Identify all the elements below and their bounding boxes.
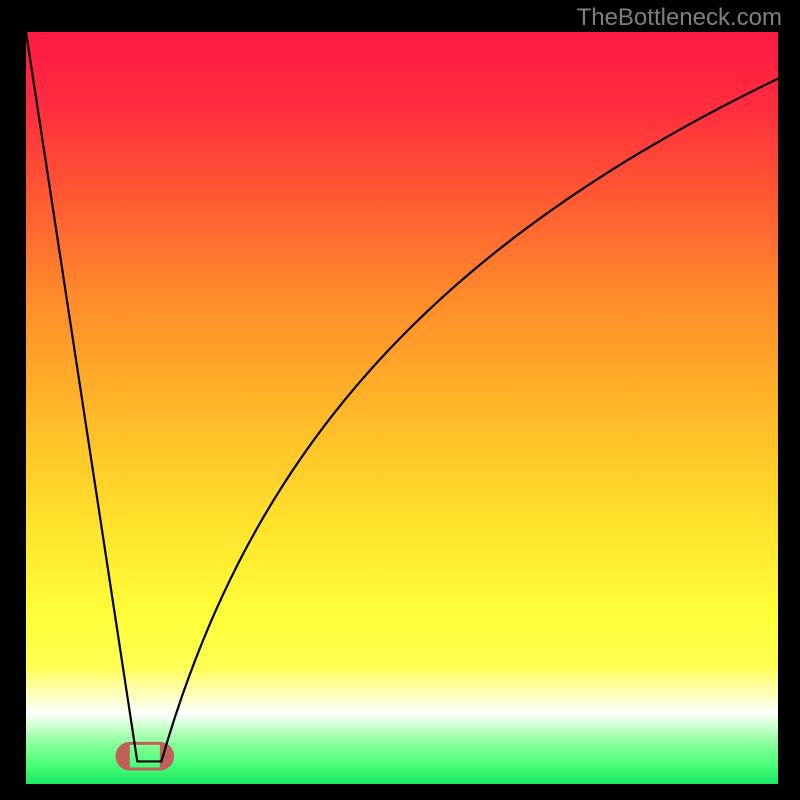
chart-svg <box>26 32 778 784</box>
chart-plot-area <box>26 32 778 784</box>
chart-background <box>26 32 778 784</box>
watermark-text: TheBottleneck.com <box>577 4 782 32</box>
